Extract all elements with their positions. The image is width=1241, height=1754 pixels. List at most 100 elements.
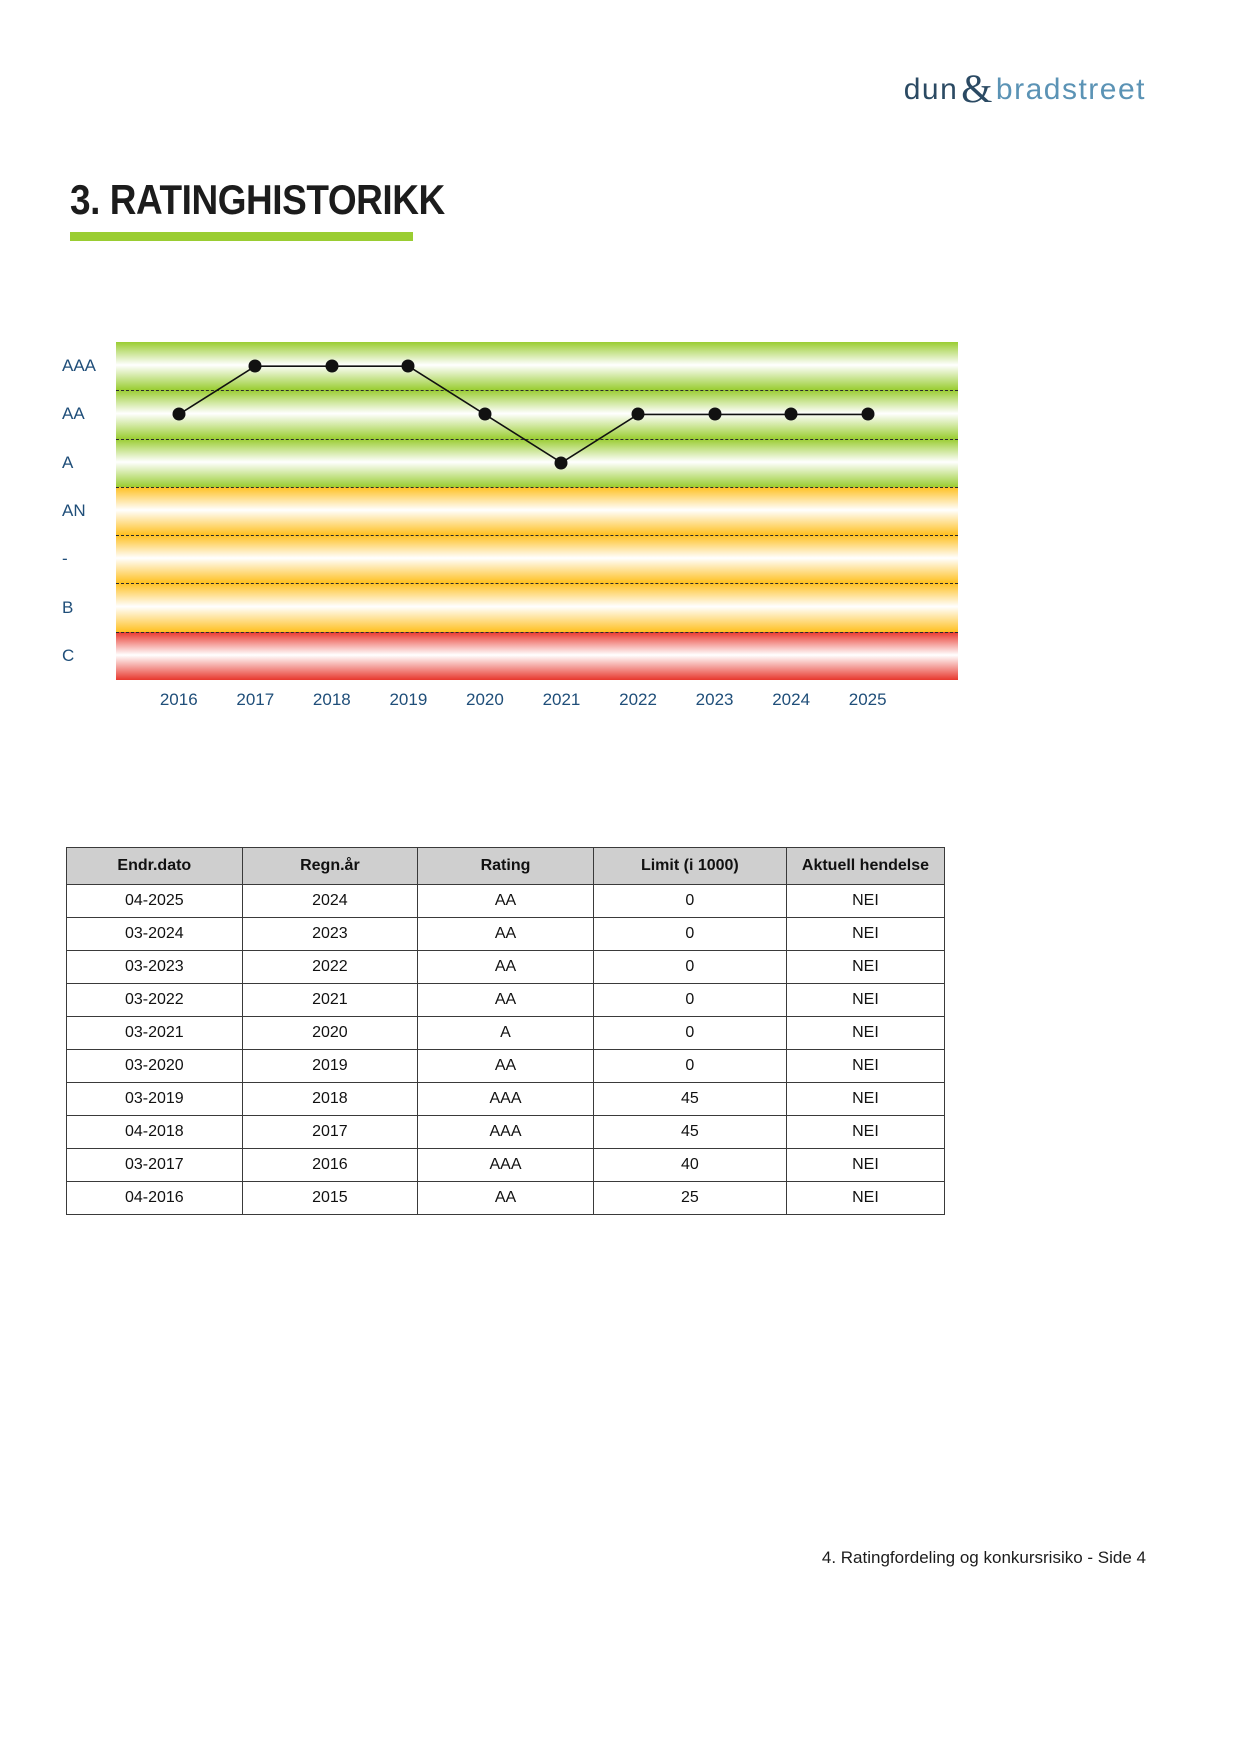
table-cell: 04-2025: [66, 884, 243, 918]
table-head: Endr.dato Regn.år Rating Limit (i 1000) Aktu…: [66, 847, 946, 885]
x-axis-label-2019: 2019: [389, 690, 428, 709]
table-cell: 0: [592, 884, 787, 918]
chart-data-point: [784, 407, 798, 421]
chart-data-point: [325, 359, 339, 373]
table-cell: 2019: [241, 1049, 419, 1083]
chart-gridline: [116, 390, 958, 392]
chart-x-axis: 2016 2017 2018 2019 2020 2021 2022 2023 2024 2025: [116, 690, 958, 724]
table-cell: 2021: [241, 983, 419, 1017]
chart-data-point: [248, 359, 262, 373]
table-cell: 03-2019: [66, 1082, 243, 1116]
table-cell: 45: [592, 1115, 787, 1149]
chart-gridline: [116, 535, 958, 537]
table-cell: 04-2016: [66, 1181, 243, 1215]
chart-data-point: [478, 407, 492, 421]
table-cell: A: [417, 1016, 594, 1050]
table-header-row: Endr.dato Regn.år Rating Limit (i 1000) Aktu…: [66, 847, 946, 885]
logo-text-bradstreet: bradstreet: [995, 73, 1146, 106]
x-axis-label-2020: 2020: [466, 690, 504, 709]
table-cell: 03-2024: [66, 917, 243, 951]
table-row: 03-2017 2016 AAA 40 NEI: [66, 1148, 946, 1182]
table-cell: NEI: [785, 950, 946, 984]
y-axis-label-x: -: [62, 549, 68, 569]
table-cell: NEI: [785, 1115, 946, 1149]
table-cell: 25: [592, 1181, 787, 1215]
table-header-cell: Limit (i 1000): [592, 847, 787, 885]
y-axis-label-an: AN: [62, 501, 86, 520]
x-axis-label-2018: 2018: [312, 690, 351, 709]
x-axis-label-2016: 2016: [159, 690, 198, 709]
chart-data-point: [708, 407, 722, 421]
y-axis-label-a: A: [62, 452, 74, 472]
y-axis-label-aa: AA: [62, 404, 85, 424]
table-cell: 2022: [241, 950, 419, 984]
table-cell: 0: [592, 983, 787, 1017]
table-row: 03-2019 2018 AAA 45 NEI: [66, 1082, 946, 1116]
rating-history-chart: AAA AA A AN - B C 2016 2017 2018 2019 2020 2021 2022…: [58, 342, 968, 742]
table-cell: 2016: [241, 1148, 419, 1182]
table-row: 03-2023 2022 AA 0 NEI: [66, 950, 946, 984]
table-cell: 0: [592, 1049, 787, 1083]
table-row: 03-2021 2020 A 0 NEI: [66, 1016, 946, 1050]
table-cell: NEI: [785, 1082, 946, 1116]
table-cell: 2018: [241, 1082, 419, 1116]
table-cell: 0: [592, 950, 787, 984]
table-cell: 40: [592, 1148, 787, 1182]
table-header-cell: Rating: [417, 847, 594, 885]
chart-band-b: [116, 583, 958, 632]
table-cell: AA: [417, 1181, 594, 1215]
table-row: 04-2025 2024 AA 0 NEI: [66, 884, 946, 918]
table-cell: 2017: [241, 1115, 419, 1149]
chart-data-point: [401, 359, 415, 373]
table-cell: AAA: [417, 1115, 594, 1149]
chart-band-c: [116, 631, 958, 680]
table-cell: AA: [417, 1049, 594, 1083]
table-cell: NEI: [785, 983, 946, 1017]
table-cell: 03-2023: [66, 950, 243, 984]
chart-y-axis: AAA AA A AN - B C: [58, 342, 118, 680]
table-cell: NEI: [785, 1016, 946, 1050]
y-axis-label-c: C: [62, 645, 75, 665]
x-axis-label-2023: 2023: [695, 690, 734, 709]
table-cell: AA: [417, 917, 594, 951]
title-underline-rule: [70, 232, 413, 241]
table-row: 04-2018 2017 AAA 45 NEI: [66, 1115, 946, 1149]
table-cell: 0: [592, 917, 787, 951]
table-cell: NEI: [785, 884, 946, 918]
table-cell: AAA: [417, 1082, 594, 1116]
table-row: 03-2020 2019 AA 0 NEI: [66, 1049, 946, 1083]
table-cell: 03-2022: [66, 983, 243, 1017]
chart-data-point: [172, 407, 186, 421]
table-cell: 2023: [241, 917, 419, 951]
table-cell: 2020: [241, 1016, 419, 1050]
table-cell: 03-2017: [66, 1148, 243, 1182]
table-cell: 0: [592, 1016, 787, 1050]
table-cell: NEI: [785, 1181, 946, 1215]
x-axis-label-2025: 2025: [848, 690, 887, 709]
table-cell: 45: [592, 1082, 787, 1116]
chart-band-an: [116, 486, 958, 536]
table-cell: 2024: [241, 884, 419, 918]
chart-data-point: [861, 407, 875, 421]
chart-data-point: [631, 407, 645, 421]
chart-gridline: [116, 486, 958, 488]
y-axis-label-b: B: [62, 597, 74, 617]
chart-band-x: [116, 535, 958, 584]
chart-gridline: [116, 583, 958, 585]
table-row: 04-2016 2015 AA 25 NEI: [66, 1181, 946, 1215]
table-cell: NEI: [785, 917, 946, 951]
page-footer: 4. Ratingfordeling og konkursrisiko - Si…: [821, 1548, 1146, 1567]
table-cell: 2015: [241, 1181, 419, 1215]
chart-data-point: [554, 456, 568, 470]
table-cell: AA: [417, 884, 594, 918]
table-row: 03-2022 2021 AA 0 NEI: [66, 983, 946, 1017]
table-header-cell: Aktuell hendelse: [785, 847, 946, 885]
chart-gridline: [116, 438, 958, 440]
y-axis-label-aaa: AAA: [62, 356, 97, 376]
table-cell: 04-2018: [66, 1115, 243, 1149]
dun-bradstreet-logo: dun & bradstreet: [904, 62, 1146, 111]
logo-ampersand-icon: &: [961, 66, 993, 111]
table-cell: 03-2020: [66, 1049, 243, 1083]
x-axis-label-2024: 2024: [772, 690, 811, 709]
rating-history-table: Endr.dato Regn.år Rating Limit (i 1000) Aktu…: [66, 847, 946, 1215]
